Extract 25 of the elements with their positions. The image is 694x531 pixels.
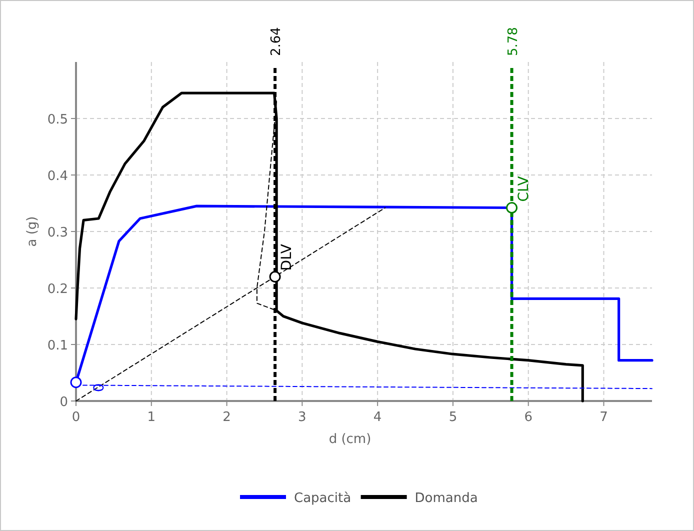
x-tick-label: 4 bbox=[373, 410, 382, 425]
y-tick-label: 0 bbox=[60, 395, 68, 410]
x-tick-label: 1 bbox=[147, 410, 156, 425]
legend-label: Capacità bbox=[294, 491, 352, 506]
point bbox=[269, 270, 281, 282]
x-axis-title: d (cm) bbox=[328, 432, 372, 447]
legend-label: Domanda bbox=[414, 491, 478, 506]
x-tick-label: 0 bbox=[72, 410, 80, 425]
point bbox=[70, 376, 82, 388]
y-tick-label: 0.2 bbox=[47, 282, 68, 297]
annotation: DLV bbox=[279, 244, 296, 271]
x-tick-label: 3 bbox=[298, 410, 306, 425]
annotation: CLV bbox=[516, 176, 532, 202]
x-tick-label: 5 bbox=[448, 410, 458, 425]
y-tick-label: 0.4 bbox=[47, 169, 68, 184]
y-axis-title: a (g) bbox=[25, 216, 40, 247]
y-tick-label: 0.3 bbox=[47, 226, 68, 240]
x-tick-label: 6 bbox=[524, 410, 532, 425]
y-tick-label: 0.1 bbox=[47, 338, 68, 354]
point bbox=[506, 202, 518, 214]
y-tick-label: 0.5 bbox=[47, 112, 68, 128]
ref-line-label: 2.64 bbox=[269, 27, 284, 56]
ref-line-label: 5.78 bbox=[506, 27, 521, 56]
x-tick-label: 7 bbox=[600, 410, 608, 425]
x-tick-label: 2 bbox=[222, 410, 231, 425]
